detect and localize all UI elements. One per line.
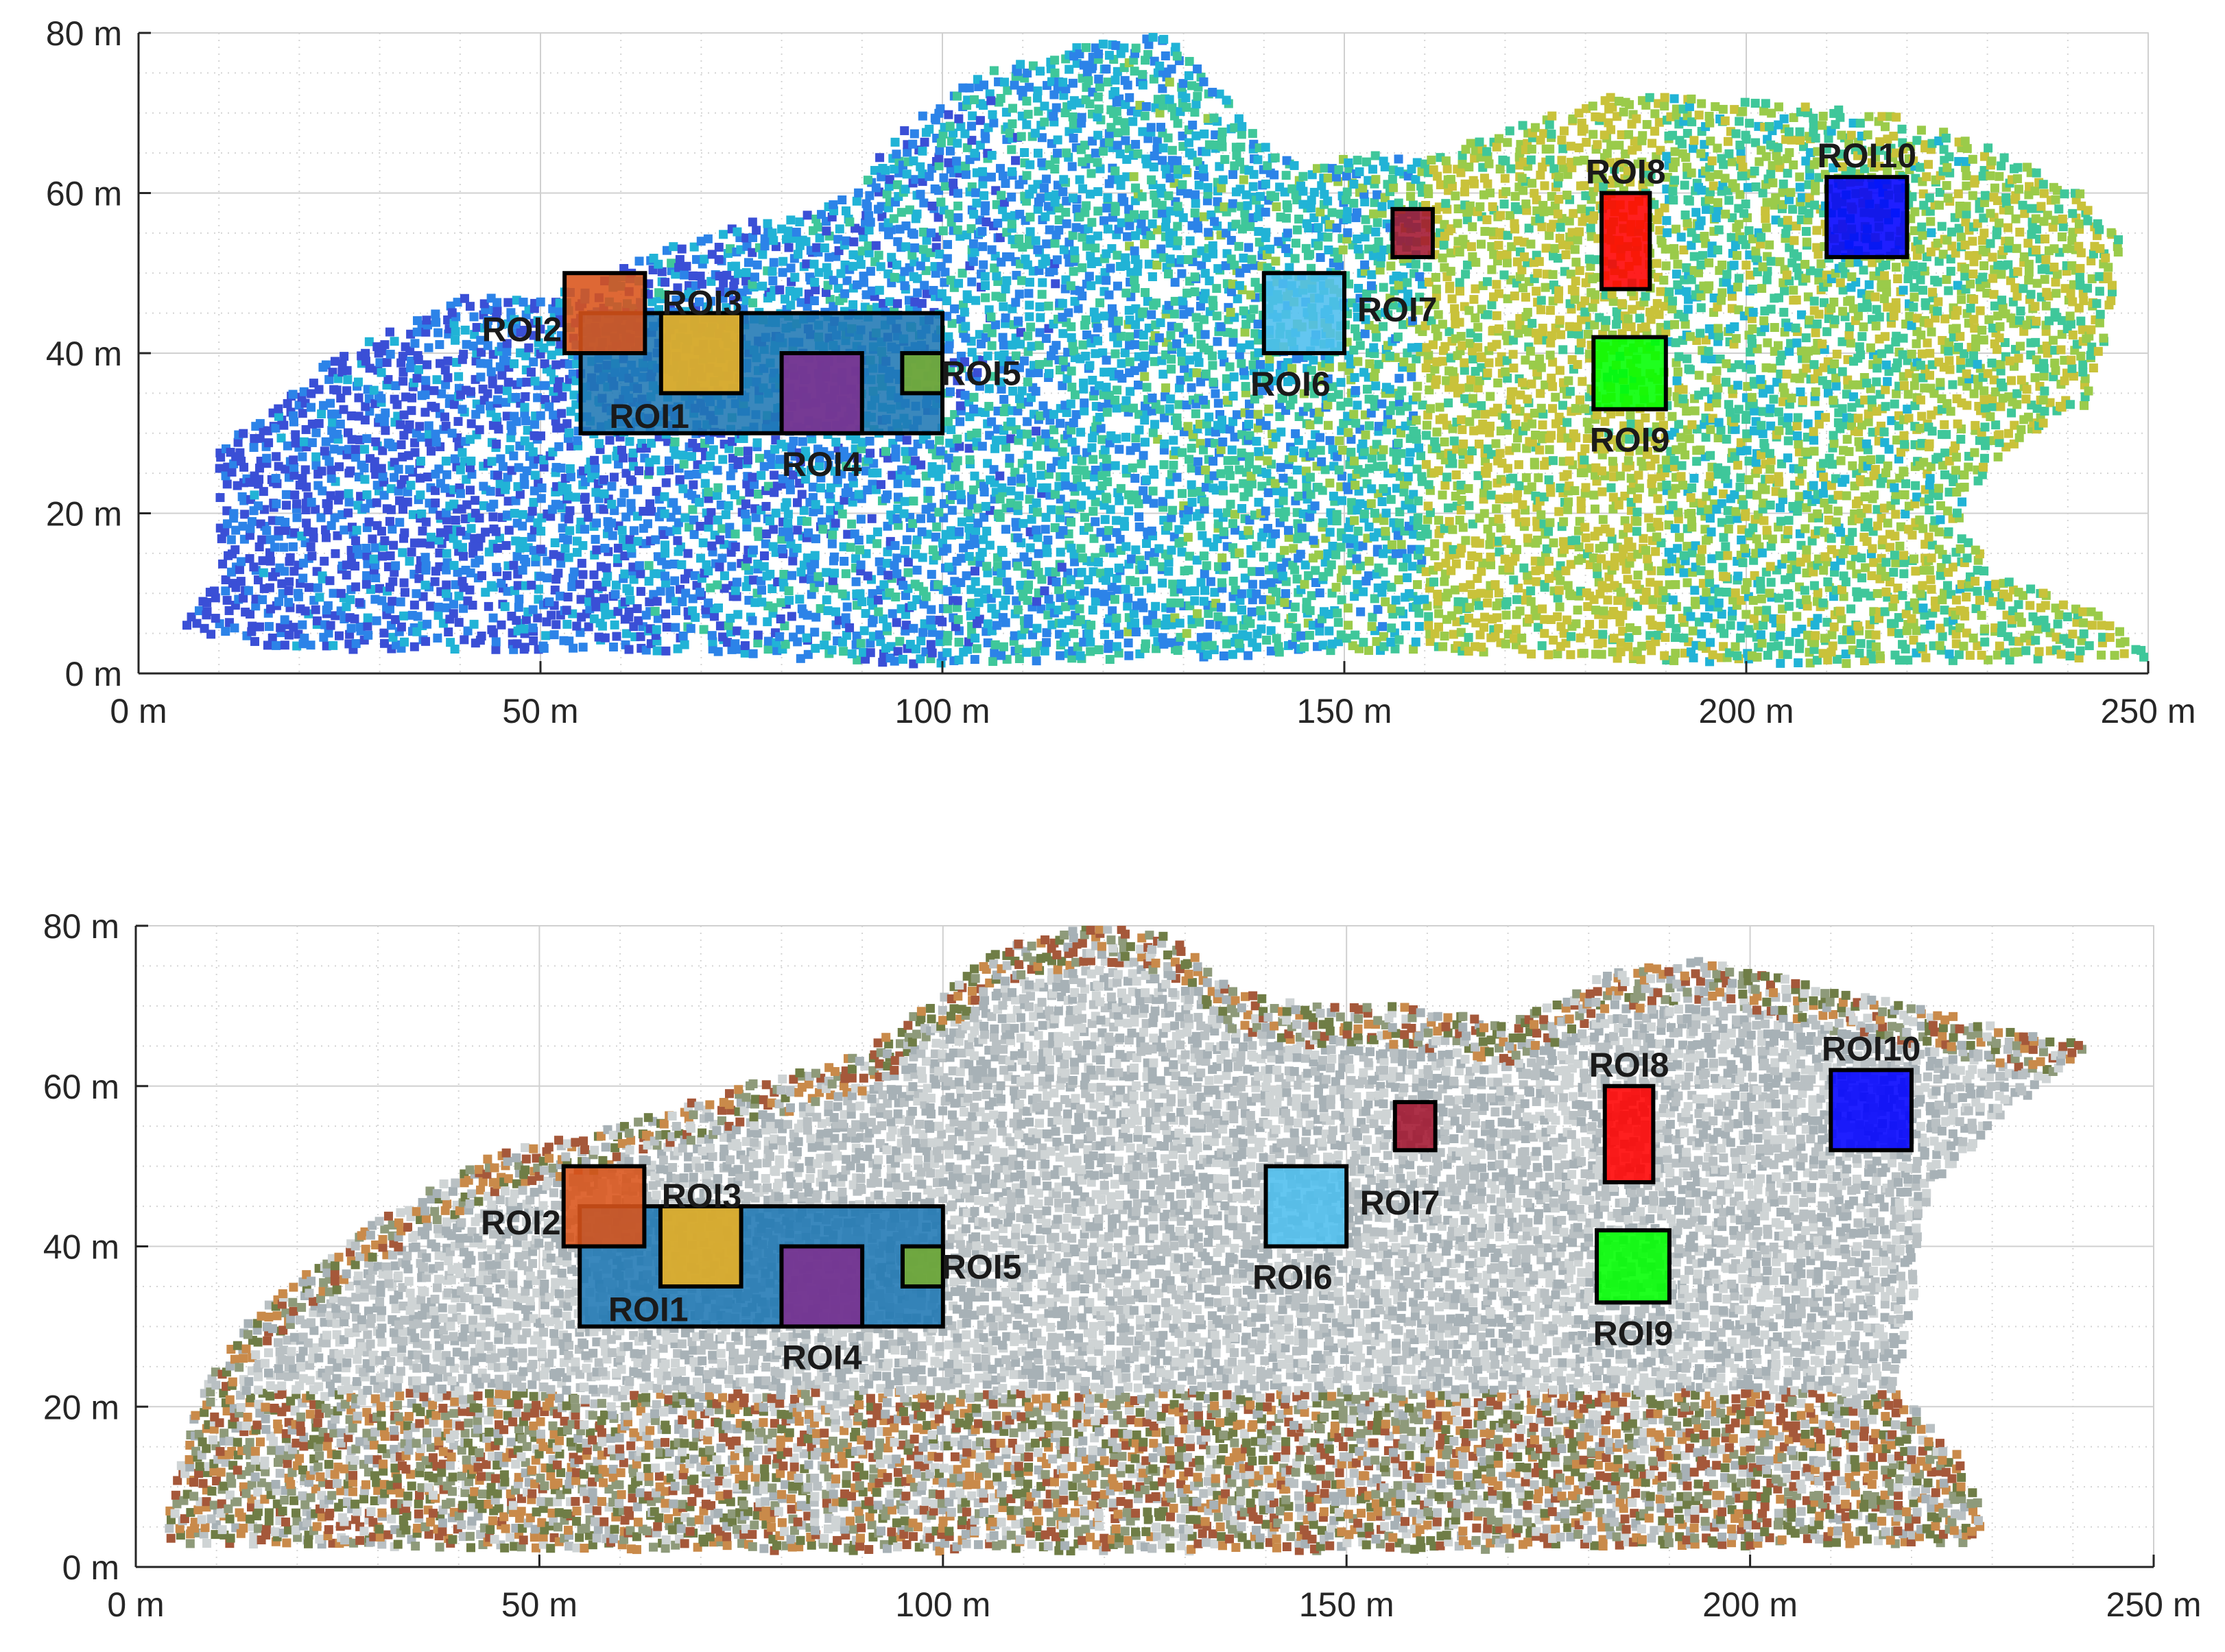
roi-label: ROI2 <box>481 310 562 348</box>
roi-box-roi8 <box>1602 1084 1656 1184</box>
roi-box-roi10 <box>1824 175 1909 259</box>
roi-label: ROI6 <box>1252 1258 1333 1297</box>
roi-box-roi10 <box>1829 1068 1914 1153</box>
roi-box-roi5 <box>900 351 945 396</box>
roi-label: ROI4 <box>782 445 862 483</box>
roi-label: ROI8 <box>1586 153 1666 191</box>
roi-label: ROI7 <box>1360 1184 1440 1222</box>
roi-box-roi8 <box>1599 191 1652 291</box>
y-tick-label: 60 m <box>43 1068 119 1106</box>
roi-box-roi3 <box>658 1204 743 1289</box>
y-tick-label: 20 m <box>43 1388 119 1426</box>
roi-label: ROI5 <box>941 355 1021 393</box>
roi-label: ROI8 <box>1589 1046 1669 1084</box>
rgb-panel: ROI1 ROI2 ROI3 ROI4 ROI5 ROI6 ROI7 ROI8 ROI9 ROI1… <box>43 907 2202 1624</box>
y-tick-label: 60 m <box>46 175 122 213</box>
x-tick-label: 250 m <box>2101 692 2196 730</box>
roi-label: ROI9 <box>1593 1314 1674 1352</box>
roi-box-roi4 <box>779 351 864 435</box>
roi-box-roi6 <box>1263 1164 1349 1249</box>
roi-box-roi9 <box>1591 335 1668 411</box>
roi-label: ROI10 <box>1818 136 1917 175</box>
x-tick-label: 50 m <box>501 1585 578 1624</box>
roi-label: ROI2 <box>481 1204 561 1242</box>
y-tick-label: 0 m <box>65 655 122 693</box>
x-tick-label: 0 m <box>110 692 167 730</box>
x-tick-label: 250 m <box>2106 1585 2202 1624</box>
roi-box-roi9 <box>1595 1228 1671 1305</box>
x-tick-label: 200 m <box>1699 692 1794 730</box>
x-tick-label: 100 m <box>895 692 990 730</box>
x-tick-label: 100 m <box>895 1585 990 1624</box>
roi-label: ROI9 <box>1590 421 1670 459</box>
x-tick-label: 200 m <box>1702 1585 1798 1624</box>
roi-box-roi7 <box>1392 1100 1438 1153</box>
roi-layer: ROI1 ROI2 ROI3 ROI4 ROI5 ROI6 ROI7 ROI8 ROI9 ROI1… <box>481 1029 1920 1376</box>
roi-label: ROI4 <box>782 1338 862 1376</box>
roi-label: ROI7 <box>1357 290 1438 328</box>
roi-box-roi2 <box>561 1164 647 1249</box>
y-tick-label: 80 m <box>43 907 119 946</box>
roi-label: ROI3 <box>662 284 742 322</box>
y-tick-label: 0 m <box>62 1548 119 1587</box>
roi-box-roi2 <box>562 271 647 355</box>
roi-label: ROI3 <box>662 1177 742 1215</box>
y-tick-label: 80 m <box>46 14 122 53</box>
y-tick-label: 40 m <box>43 1228 119 1267</box>
x-tick-label: 50 m <box>502 692 578 730</box>
y-tick-label: 40 m <box>46 335 122 373</box>
roi-box-roi7 <box>1390 206 1435 259</box>
roi-label: ROI5 <box>942 1247 1022 1286</box>
x-tick-label: 0 m <box>107 1585 164 1624</box>
roi-label: ROI1 <box>609 397 689 435</box>
x-tick-label: 150 m <box>1297 692 1392 730</box>
roi-box-roi4 <box>779 1244 865 1329</box>
intensity-panel: ROI1 ROI2 ROI3 ROI4 ROI5 ROI6 ROI7 ROI8 ROI9 ROI1… <box>46 14 2196 730</box>
roi-layer: ROI1 ROI2 ROI3 ROI4 ROI5 ROI6 ROI7 ROI8 ROI9 ROI1… <box>481 136 1916 483</box>
roi-box-roi5 <box>900 1244 945 1289</box>
roi-label: ROI6 <box>1250 365 1331 403</box>
roi-label: ROI10 <box>1822 1029 1921 1068</box>
roi-box-roi6 <box>1261 271 1347 355</box>
y-tick-label: 20 m <box>46 495 122 534</box>
roi-box-roi3 <box>658 311 743 396</box>
roi-label: ROI1 <box>608 1290 689 1328</box>
x-tick-label: 150 m <box>1299 1585 1394 1624</box>
